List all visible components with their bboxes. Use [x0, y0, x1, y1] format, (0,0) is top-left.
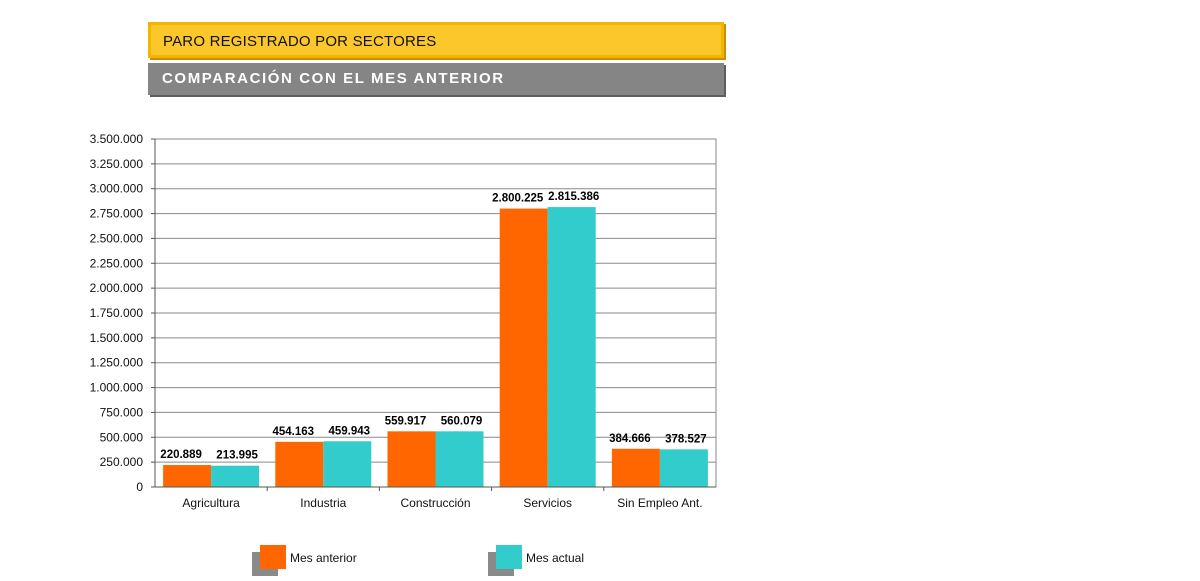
data-label: 378.527 — [665, 433, 707, 445]
data-label: 559.917 — [385, 415, 427, 427]
legend-label: Mes actual — [526, 551, 584, 565]
bar — [323, 441, 372, 487]
bar — [435, 431, 484, 487]
y-tick-label: 1.750.000 — [90, 306, 144, 320]
y-tick-label: 1.000.000 — [90, 381, 144, 395]
y-tick-label: 1.500.000 — [90, 331, 144, 345]
y-tick-label: 2.000.000 — [90, 281, 144, 295]
bar — [387, 431, 436, 487]
y-tick-label: 1.250.000 — [90, 356, 144, 370]
y-tick-label: 2.500.000 — [90, 231, 144, 245]
data-label: 2.800.225 — [492, 193, 544, 205]
x-category-label: Sin Empleo Ant. — [617, 496, 702, 510]
chart-subtitle: COMPARACIÓN CON EL MES ANTERIOR — [162, 70, 505, 87]
bar — [211, 465, 260, 487]
x-category-label: Servicios — [523, 496, 572, 510]
legend-swatch — [260, 545, 286, 569]
bar — [547, 207, 596, 487]
data-label: 220.889 — [160, 449, 202, 461]
y-tick-label: 3.000.000 — [90, 182, 144, 196]
chart-title: PARO REGISTRADO POR SECTORES — [163, 33, 437, 50]
title-banner: PARO REGISTRADO POR SECTORES — [148, 22, 724, 58]
data-label: 2.815.386 — [548, 191, 599, 203]
y-tick-label: 750.000 — [100, 405, 144, 419]
bar — [275, 441, 324, 487]
legend-swatch — [496, 545, 522, 569]
subtitle-banner: COMPARACIÓN CON EL MES ANTERIOR — [148, 63, 724, 95]
data-label: 384.666 — [609, 433, 651, 445]
legend-label: Mes anterior — [290, 551, 357, 565]
y-tick-label: 2.250.000 — [90, 256, 144, 270]
bar — [659, 449, 708, 487]
y-tick-label: 250.000 — [100, 455, 144, 469]
y-tick-label: 500.000 — [100, 430, 144, 444]
data-label: 560.079 — [441, 415, 483, 427]
y-tick-label: 3.250.000 — [90, 157, 144, 171]
x-category-label: Industria — [300, 496, 346, 510]
data-label: 459.943 — [329, 425, 371, 437]
x-category-label: Construcción — [400, 496, 470, 510]
x-category-label: Agricultura — [182, 496, 240, 510]
y-tick-label: 3.500.000 — [90, 132, 144, 146]
bar — [163, 465, 212, 487]
bar — [499, 208, 548, 487]
data-label: 454.163 — [273, 426, 315, 438]
data-label: 213.995 — [216, 450, 258, 462]
bar — [611, 448, 660, 487]
y-tick-label: 2.750.000 — [90, 207, 144, 221]
y-tick-label: 0 — [136, 480, 143, 494]
